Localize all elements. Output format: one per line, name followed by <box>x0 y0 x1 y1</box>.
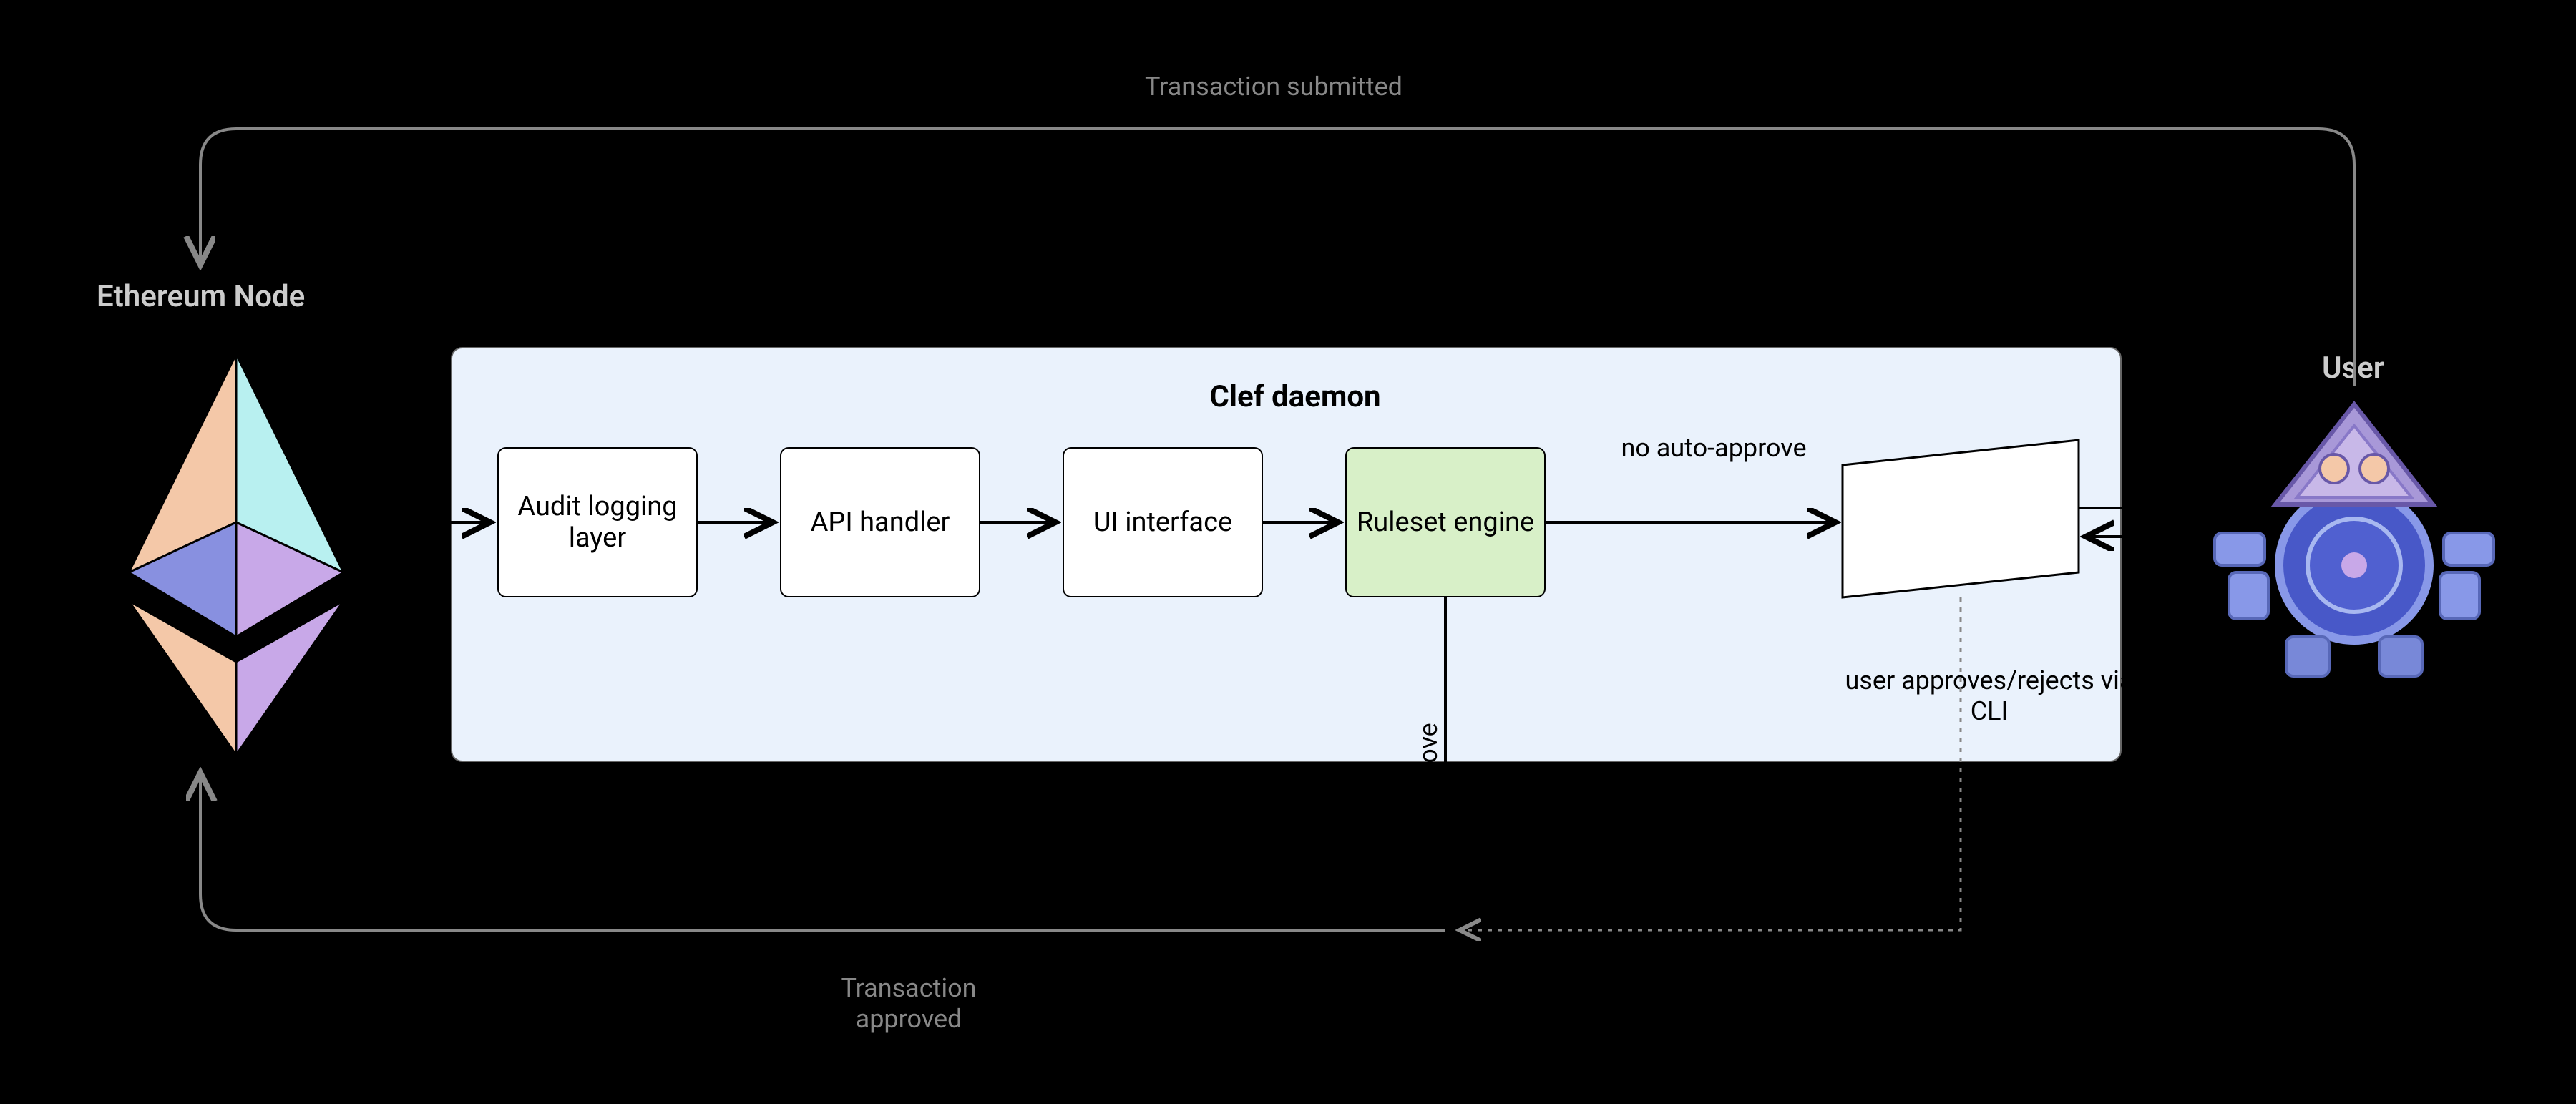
diagram-root: Transaction submitted Ethereum Node User… <box>0 0 2576 1104</box>
edge-label-no-auto-approve: no auto-approve <box>1621 433 1807 464</box>
edge-label-auto-approve: auto-approve <box>1413 723 1443 873</box>
box-ruleset-engine: Ruleset engine <box>1345 447 1546 597</box>
ethereum-icon <box>129 354 343 755</box>
box-ui-interface: UI interface <box>1063 447 1263 597</box>
edge-label-user-approves: user approves/rejects via CLI <box>1839 665 2140 727</box>
box-cli: Command Line Interface <box>1843 440 2079 597</box>
no-auto-approve-text: no auto-approve <box>1621 433 1806 463</box>
ethereum-node-label: Ethereum Node <box>97 279 305 314</box>
transaction-approved-text: Transaction approved <box>841 973 976 1034</box>
user-approves-text: user approves/rejects via CLI <box>1845 665 2133 726</box>
box-api-handler: API handler <box>780 447 980 597</box>
arrow-transaction-approved <box>200 773 1445 930</box>
clef-daemon-title: Clef daemon <box>1202 379 1388 414</box>
edge-label-submitted: Transaction submitted <box>1131 72 1417 102</box>
box-audit-logging: Audit logging layer <box>497 447 698 597</box>
user-node-label: User <box>2322 351 2384 386</box>
edge-label-approved: Transaction approved <box>816 973 1002 1035</box>
cli-label: Command Line Interface <box>1843 487 2079 550</box>
user-robot-icon <box>2215 404 2494 676</box>
